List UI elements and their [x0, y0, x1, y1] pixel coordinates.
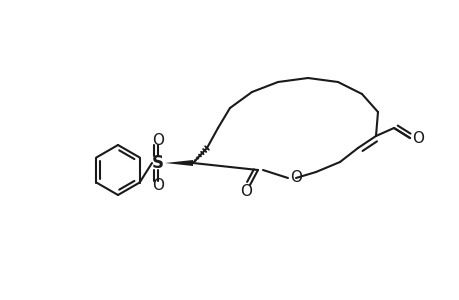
Text: O: O	[151, 178, 164, 194]
Text: O: O	[411, 130, 423, 146]
Text: O: O	[240, 184, 252, 200]
Text: S: S	[151, 154, 164, 172]
Text: O: O	[151, 133, 164, 148]
Polygon shape	[165, 160, 193, 166]
Text: O: O	[289, 170, 302, 185]
